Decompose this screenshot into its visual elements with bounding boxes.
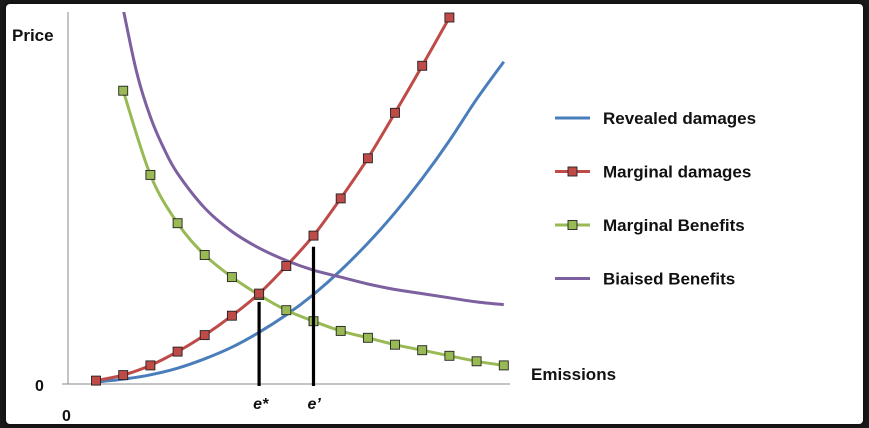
point-marginal-benefits-9 [362, 332, 373, 343]
legend-label-marginal-benefits: Marginal Benefits [603, 216, 745, 235]
legend-label-marginal-damages: Marginal damages [603, 163, 751, 182]
series-revealed-damages [95, 60, 506, 384]
point-marginal-benefits-11 [417, 345, 428, 356]
point-marginal-damages-6 [254, 288, 265, 299]
point-marginal-benefits-0 [118, 85, 129, 96]
point-marginal-benefits-6 [281, 305, 292, 316]
x-axis-label: Emissions [531, 365, 616, 384]
y-origin-label: 0 [35, 378, 44, 395]
point-marginal-damages-0 [91, 375, 101, 386]
point-marginal-benefits-4 [226, 272, 237, 283]
point-marginal-damages-5 [226, 310, 237, 321]
point-marginal-damages-1 [118, 370, 129, 381]
point-marginal-damages-8 [308, 230, 319, 241]
point-marginal-damages-4 [199, 330, 210, 341]
point-marginal-damages-2 [145, 360, 156, 371]
series-line-biaised-benefits [122, 12, 504, 307]
point-marginal-damages-12 [417, 60, 428, 71]
point-marginal-benefits-10 [390, 339, 400, 350]
y-axis-label: Price [12, 26, 54, 45]
legend-label-revealed-damages: Revealed damages [603, 109, 756, 128]
series-marginal-damages [91, 12, 455, 386]
legend-label-biaised-benefits: Biaised Benefits [603, 270, 735, 289]
point-marginal-damages-9 [335, 193, 346, 204]
legend-item-marginal-damages: Marginal damages [555, 163, 751, 182]
point-marginal-benefits-14 [498, 360, 509, 371]
legend: Revealed damages Marginal damages Marginal… [555, 109, 756, 289]
vline-label-1: e’ [308, 396, 322, 413]
point-marginal-benefits-1 [145, 169, 156, 180]
point-marginal-benefits-8 [335, 325, 346, 336]
point-marginal-benefits-13 [471, 356, 482, 367]
legend-marker-marginal-damages [567, 166, 578, 177]
chart-frame: Price Emissions 0 0 e* e’ Revealed damage… [6, 4, 863, 424]
point-marginal-damages-10 [362, 153, 373, 164]
x-origin-label: 0 [62, 408, 71, 424]
point-marginal-benefits-2 [172, 218, 183, 229]
series-line-revealed-damages [95, 60, 506, 384]
point-marginal-benefits-3 [199, 250, 210, 260]
series-layer [91, 12, 509, 386]
point-marginal-damages-3 [172, 346, 183, 357]
vline-label-0: e* [253, 396, 269, 413]
point-marginal-benefits-12 [444, 350, 455, 361]
legend-item-marginal-benefits: Marginal Benefits [555, 216, 745, 235]
point-marginal-damages-13 [444, 12, 455, 23]
legend-marker-marginal-benefits [567, 220, 578, 230]
series-line-marginal-damages [95, 16, 451, 383]
legend-item-biaised-benefits: Biaised Benefits [555, 270, 735, 289]
chart-canvas: Price Emissions 0 0 e* e’ Revealed damage… [12, 12, 756, 424]
legend-item-revealed-damages: Revealed damages [555, 109, 756, 128]
point-marginal-damages-7 [281, 261, 292, 271]
point-marginal-damages-11 [390, 107, 400, 118]
vline-layer: e* e’ [253, 246, 322, 413]
series-biaised-benefits [122, 12, 504, 307]
